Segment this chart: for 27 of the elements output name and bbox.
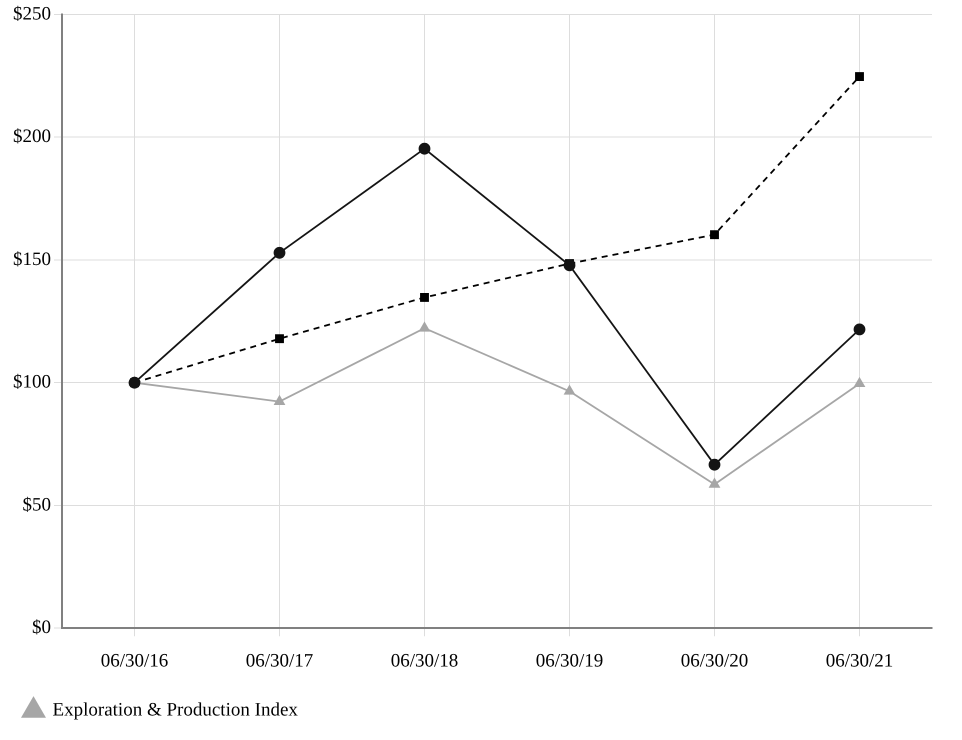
y-tick-label: $0 xyxy=(32,617,51,638)
y-tick-label: $150 xyxy=(13,248,51,270)
point xyxy=(419,322,430,332)
point xyxy=(418,142,430,155)
x-tick-label: 06/30/18 xyxy=(390,650,458,672)
legend-label: Exploration & Production Index xyxy=(52,699,298,720)
point xyxy=(710,230,719,240)
x-tick-label: 06/30/17 xyxy=(246,650,314,672)
y-tick-label: $250 xyxy=(13,3,51,24)
point xyxy=(708,458,720,471)
point xyxy=(709,478,720,488)
x-tick-label: 06/30/16 xyxy=(100,650,168,672)
y-tick-label: $100 xyxy=(13,372,51,393)
x-tick-label: 06/30/19 xyxy=(536,650,604,672)
point xyxy=(854,378,865,388)
point xyxy=(564,385,575,395)
point xyxy=(275,334,284,344)
x-tick-label: 06/30/20 xyxy=(680,650,748,672)
x-tick-label: 06/30/21 xyxy=(826,650,894,672)
point xyxy=(420,293,429,302)
point xyxy=(564,259,576,272)
point xyxy=(855,72,864,81)
y-tick-label: $50 xyxy=(22,494,51,516)
point xyxy=(274,396,285,405)
point xyxy=(854,324,866,336)
point xyxy=(274,246,286,259)
y-tick-label: $200 xyxy=(13,126,51,148)
